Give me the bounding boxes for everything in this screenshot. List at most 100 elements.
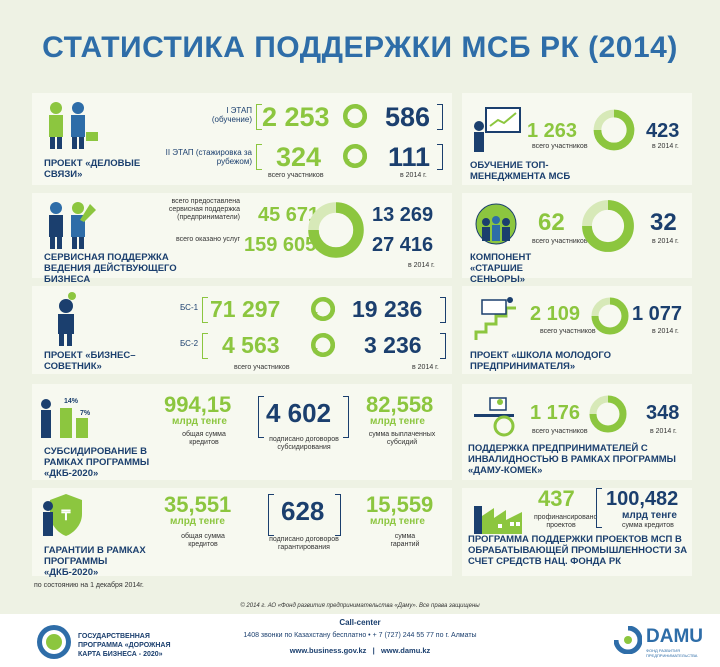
ring-icon (306, 200, 366, 260)
bracket-stage1 (256, 104, 262, 130)
topm-total: 1 263 (527, 120, 578, 142)
guarantees-credits-unit: млрд тенге (170, 516, 225, 527)
guarantees-contracts-caption: подписано договоров гарантирования (269, 536, 339, 551)
manufacturing-credits: 100,482 (606, 488, 679, 510)
ring-icon (588, 394, 628, 434)
guarantees-credits: 35,551 (164, 492, 232, 517)
page-title: СТАТИСТИКА ПОДДЕРЖКИ МСБ РК (2014) (42, 31, 678, 64)
manufacturing-credits-unit: млрд тенге (622, 510, 677, 521)
disability-total: 1 176 (530, 402, 581, 424)
guarantees-contracts: 628 (281, 496, 325, 526)
label-service-support: СЕРВИСНАЯ ПОДДЕРЖКА ВЕДЕНИЯ ДЕЙСТВУЮЩЕГО… (44, 252, 177, 285)
bracket-bs1-right (440, 297, 446, 323)
panel-subsidies (32, 384, 452, 480)
business-people-icon (49, 102, 98, 149)
subsidies-credits: 994,15 (164, 392, 232, 417)
note-total: всего участников (268, 172, 324, 179)
services-total: 159 605 (244, 234, 317, 256)
stage1-label: I ЭТАП (обучение) (211, 106, 252, 124)
bracket-bs2 (202, 333, 208, 359)
panel-business-connections (32, 93, 452, 185)
label-disability-support: ПОДДЕРЖКА ПРЕДПРИНИМАТЕЛЕЙ С ИНВАЛИДНОСТ… (468, 443, 676, 476)
factory-icon (474, 506, 522, 534)
bs2-label: БС-2 (180, 339, 199, 348)
note-total: всего участников (532, 238, 588, 245)
topm-year: 423 (646, 120, 680, 142)
bracket-guarantees-right (335, 494, 341, 536)
footer: ГОСУДАРСТВЕННАЯ ПРОГРАММА «ДОРОЖНАЯ КАРТ… (0, 614, 720, 667)
guarantees-sum: 15,559 (366, 492, 434, 517)
guarantees-credits-caption: общая сумма кредитов (181, 533, 225, 548)
damu-logo-icon (614, 626, 642, 654)
service-year: 13 269 (372, 204, 434, 226)
label-business-advisor: ПРОЕКТ «БИЗНЕС–СОВЕТНИК» (44, 350, 136, 372)
label-top-management: ОБУЧЕНИЕ ТОП-МЕНЕДЖМЕНТА МСБ (470, 160, 571, 182)
label-manufacturing: ПРОГРАММА ПОДДЕРЖКИ ПРОЕКТОВ МСП В ОБРАБ… (468, 534, 688, 567)
call-center-text: 1408 звонки по Казахстану бесплатно • + … (243, 632, 477, 639)
guarantees-sum-caption: сумма гарантий (390, 533, 420, 548)
bracket-stage1-right (437, 104, 443, 130)
subsidies-credits-unit: млрд тенге (172, 416, 227, 427)
subsidies-contracts-caption: подписано договоров субсидирования (269, 436, 339, 451)
school-year: 1 077 (632, 303, 683, 325)
bs1-year: 19 236 (352, 296, 423, 322)
bracket-manufacturing (596, 488, 602, 528)
note-year: в 2014 г. (652, 238, 679, 245)
ring-icon (310, 296, 336, 322)
stage1-total: 2 253 (262, 102, 330, 132)
caption-services: всего оказано услуг (175, 236, 240, 243)
label-young-entrepreneur-school: ПРОЕКТ «ШКОЛА МОЛОДОГО ПРЕДПРИНИМАТЕЛЯ» (470, 350, 611, 372)
label-guarantees: ГАРАНТИИ В РАМКАХ ПРОГРАММЫ «ДКБ-2020» (44, 545, 146, 578)
bracket-bs1 (202, 297, 208, 323)
subsidies-paid: 82,558 (366, 392, 434, 417)
caption-service: всего предоставлена сервисная поддержка … (168, 198, 240, 221)
pct-14: 14% (64, 398, 79, 405)
note-year: в 2014 г. (412, 364, 439, 371)
note-total: всего участников (532, 428, 588, 435)
panel-service-support (32, 193, 452, 278)
bs1-label: БС-1 (180, 303, 199, 312)
bs2-total: 4 563 (222, 332, 280, 358)
seniors-year: 32 (650, 209, 677, 236)
manufacturing-projects: 437 (538, 486, 575, 511)
note-year: в 2014 г. (400, 172, 427, 179)
stage2-total: 324 (276, 142, 322, 172)
workers-icon (49, 202, 96, 249)
panel-guarantees (32, 488, 452, 576)
ring-icon (342, 143, 368, 169)
damu-brand: DAMU (646, 626, 703, 647)
disability-year: 348 (646, 402, 680, 424)
manufacturing-projects-caption: профинансировано проектов (534, 514, 598, 529)
call-center-title: Call-center (339, 618, 381, 627)
subsidies-paid-unit: млрд тенге (370, 416, 425, 427)
bracket-subsidies (258, 396, 264, 438)
bracket-bs2-right (440, 333, 446, 359)
program-name: ГОСУДАРСТВЕННАЯ ПРОГРАММА «ДОРОЖНАЯ КАРТ… (78, 633, 171, 658)
bs2-year: 3 236 (364, 332, 422, 358)
stage2-year: 111 (388, 142, 431, 172)
as-of-note: по состоянию на 1 декабря 2014г. (34, 582, 144, 589)
seniors-total: 62 (538, 209, 565, 236)
bs1-total: 71 297 (210, 296, 281, 322)
damu-brand-sub: ФОНД РАЗВИТИЯ ПРЕДПРИНИМАТЕЛЬСТВА (646, 648, 698, 658)
advisor-icon (58, 292, 76, 346)
note-total: всего участников (540, 328, 596, 335)
stage2-label: II ЭТАП (стажировка за рубежом) (165, 148, 252, 166)
services-year: 27 416 (372, 234, 434, 256)
globe-people-icon (475, 203, 517, 245)
copyright: © 2014 г. АО «Фонд развития предпринимат… (240, 603, 480, 609)
bracket-stage2 (256, 144, 262, 170)
label-subsidies: СУБСИДИРОВАНИЕ В РАМКАХ ПРОГРАММЫ «ДКБ-2… (44, 446, 150, 479)
website-links[interactable]: www.business.gov.kz | www.damu.kz (289, 646, 431, 655)
subsidies-contracts: 4 602 (266, 398, 332, 428)
note-total: всего участников (532, 143, 588, 150)
bracket-guarantees (268, 494, 274, 536)
note-total: всего участников (234, 364, 290, 371)
ring-icon (580, 198, 636, 254)
stairs-icon (474, 297, 516, 340)
stage1-year: 586 (385, 102, 431, 132)
note-year: в 2014 г. (652, 143, 679, 150)
presentation-icon (474, 107, 521, 152)
bracket-stage2-right (437, 144, 443, 170)
note-year: в 2014 г. (408, 262, 435, 269)
